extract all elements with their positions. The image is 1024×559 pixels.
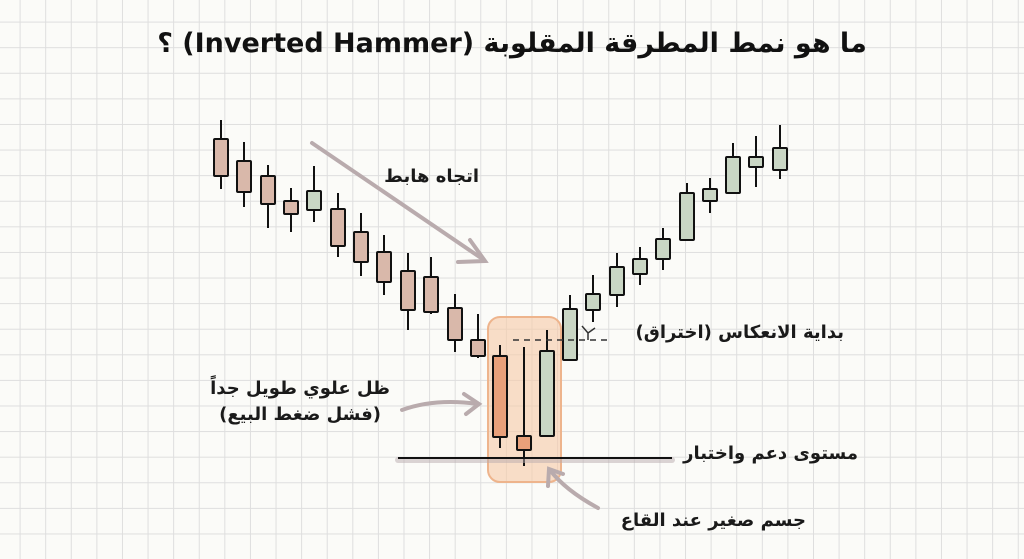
candle: [330, 193, 346, 257]
label-reversal: بداية الانعكاس (اختراق): [635, 322, 845, 343]
candle: [470, 314, 486, 358]
candle-body: [516, 435, 532, 451]
upper-shadow-arrow: [400, 392, 483, 416]
candle: [585, 275, 601, 322]
candle-body: [562, 308, 578, 361]
candle: [492, 345, 508, 448]
candle-body: [539, 350, 555, 437]
label-downtrend: اتجاه هابط: [384, 166, 479, 187]
candle-body: [679, 192, 695, 241]
candle: [609, 253, 625, 307]
candle: [213, 120, 229, 189]
label-upper-shadow: ظل علوي طويل جداً (فشل ضغط البيع): [210, 376, 390, 428]
candle: [353, 213, 369, 276]
candle: [655, 228, 671, 270]
candle: [679, 183, 695, 241]
candle-body: [330, 208, 346, 247]
label-small-body: جسم صغير عند القاع: [620, 510, 806, 531]
downtrend-arrow: [310, 141, 489, 264]
candle: [772, 125, 788, 179]
label-upper-shadow-line1: ظل علوي طويل جداً: [210, 378, 390, 399]
candle-body: [447, 307, 463, 341]
candle: [539, 330, 555, 437]
label-support: مستوى دعم واختبار: [683, 443, 858, 464]
small-body-arrow: [546, 466, 600, 510]
candle: [306, 166, 322, 222]
candle: [423, 257, 439, 314]
candle-body: [423, 276, 439, 313]
candle: [516, 347, 532, 466]
candle-body: [400, 270, 416, 311]
candle: [447, 294, 463, 352]
candle-body: [492, 355, 508, 438]
breakout-check-icon: [581, 325, 596, 340]
candle-body: [260, 175, 276, 205]
candle: [283, 188, 299, 232]
candle: [400, 253, 416, 330]
candle-body: [702, 188, 718, 202]
candle-body: [725, 156, 741, 194]
candle-body: [236, 160, 252, 193]
candle-body: [470, 339, 486, 357]
candle-body: [609, 266, 625, 296]
candle-body: [283, 200, 299, 215]
candle: [376, 235, 392, 295]
candle-body: [585, 293, 601, 311]
candle-body: [655, 238, 671, 260]
candle-body: [376, 251, 392, 283]
candle: [725, 143, 741, 194]
candle: [702, 178, 718, 213]
candle-body: [632, 258, 648, 275]
candle-body: [306, 190, 322, 211]
candle: [748, 136, 764, 187]
page-title: ما هو نمط المطرقة المقلوبة (Inverted Ham…: [157, 28, 867, 59]
candle: [632, 247, 648, 285]
label-upper-shadow-line2: (فشل ضغط البيع): [219, 404, 382, 425]
candle: [236, 142, 252, 207]
candle-body: [748, 156, 764, 168]
candle-body: [353, 231, 369, 263]
candle-body: [772, 147, 788, 171]
candle: [260, 165, 276, 228]
candle: [562, 295, 578, 361]
candle-body: [213, 138, 229, 177]
